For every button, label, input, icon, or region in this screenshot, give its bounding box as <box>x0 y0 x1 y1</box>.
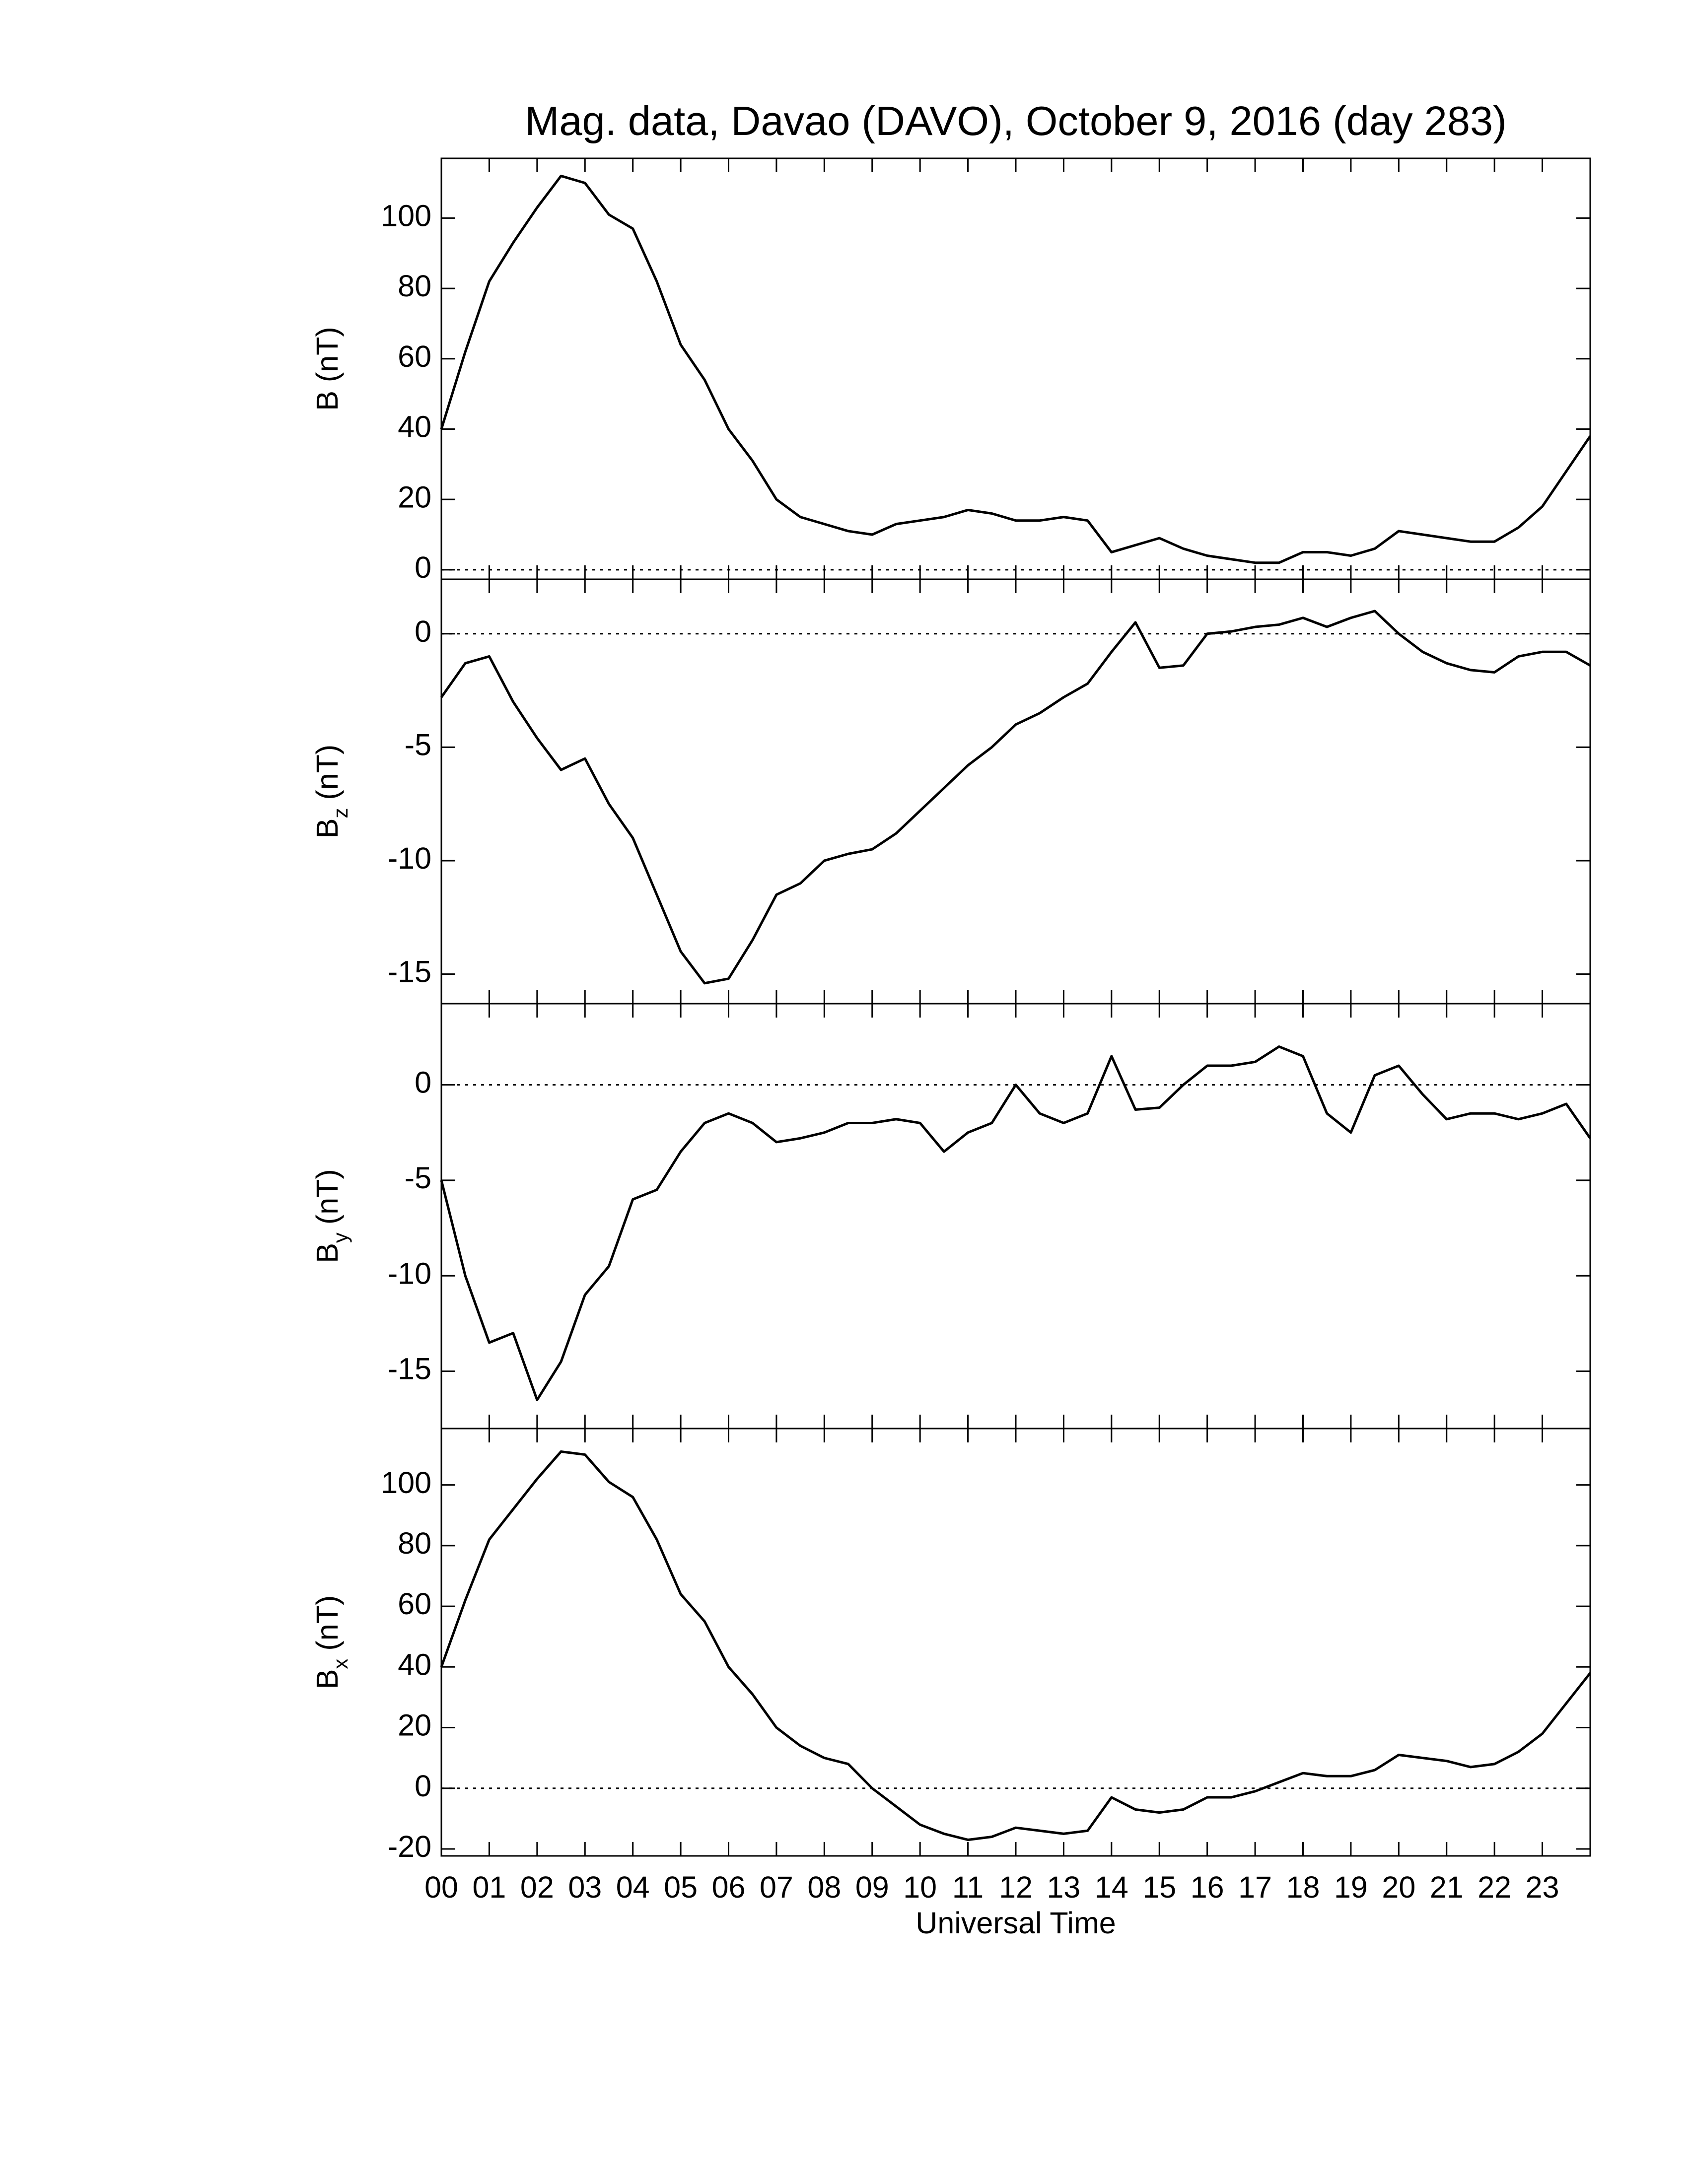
x-axis-label: Universal Time <box>915 1906 1116 1940</box>
x-tick-label: 08 <box>807 1870 841 1904</box>
x-tick-label: 01 <box>472 1870 506 1904</box>
y-label-unit: (nT) <box>310 745 344 800</box>
y-tick-label: 0 <box>415 1769 431 1803</box>
x-tick-label: 10 <box>903 1870 937 1904</box>
data-line <box>440 1450 1591 1842</box>
y-tick-label: 100 <box>381 199 431 233</box>
x-tick-label: 13 <box>1047 1870 1080 1904</box>
y-tick-label: -10 <box>388 841 431 875</box>
x-tick-label: 16 <box>1191 1870 1224 1904</box>
x-tick-label: 09 <box>855 1870 889 1904</box>
y-tick-label: -5 <box>405 728 431 761</box>
y-axis-label: Bz (nT) <box>310 745 352 839</box>
x-tick-label: 21 <box>1430 1870 1464 1904</box>
y-tick-label: -15 <box>388 1352 431 1386</box>
y-tick-label: 60 <box>398 1587 431 1621</box>
y-tick-label: -15 <box>388 955 431 989</box>
y-label-subscript: x <box>329 1659 352 1669</box>
x-tick-label: 06 <box>712 1870 746 1904</box>
y-tick-label: 60 <box>398 340 431 373</box>
y-label-symbol: B <box>310 1243 344 1263</box>
x-tick-label: 23 <box>1526 1870 1559 1904</box>
x-tick-label: 15 <box>1142 1870 1176 1904</box>
data-line <box>440 174 1592 564</box>
y-tick-label: 0 <box>415 1066 431 1099</box>
x-tick-label: 00 <box>424 1870 458 1904</box>
chart-title: Mag. data, Davao (DAVO), October 9, 2016… <box>525 98 1507 144</box>
y-tick-label: 20 <box>398 480 431 514</box>
x-tick-label: 05 <box>664 1870 698 1904</box>
y-label-unit: (nT) <box>310 1595 344 1651</box>
x-tick-label: 20 <box>1382 1870 1415 1904</box>
x-tick-label: 12 <box>999 1870 1033 1904</box>
y-tick-label: -20 <box>388 1830 431 1863</box>
x-tick-label: 18 <box>1286 1870 1320 1904</box>
y-tick-label: 0 <box>415 550 431 584</box>
y-axis-label: B (nT) <box>310 327 344 410</box>
y-label-symbol: B <box>310 819 344 839</box>
x-tick-label: 07 <box>760 1870 793 1904</box>
y-tick-label: 40 <box>398 1647 431 1681</box>
x-tick-label: 03 <box>568 1870 602 1904</box>
x-tick-label: 19 <box>1334 1870 1368 1904</box>
y-tick-label: 20 <box>398 1708 431 1742</box>
data-line <box>440 610 1591 985</box>
y-tick-label: 100 <box>381 1466 431 1500</box>
y-tick-label: 80 <box>398 1526 431 1560</box>
y-label-subscript: y <box>329 1232 352 1243</box>
x-tick-label: 14 <box>1095 1870 1128 1904</box>
y-tick-label: -10 <box>388 1256 431 1290</box>
x-tick-label: 04 <box>616 1870 650 1904</box>
y-tick-label: -5 <box>405 1161 431 1195</box>
x-tick-label: 11 <box>952 1870 984 1904</box>
y-tick-label: 0 <box>415 614 431 648</box>
x-tick-label: 02 <box>520 1870 554 1904</box>
y-label-unit: (nT) <box>310 1169 344 1225</box>
y-tick-label: 40 <box>398 410 431 444</box>
data-line <box>440 1045 1592 1401</box>
y-label-subscript: z <box>329 808 352 819</box>
y-tick-label: 80 <box>398 269 431 303</box>
x-tick-label: 17 <box>1238 1870 1272 1904</box>
y-axis-label: By (nT) <box>310 1169 352 1263</box>
y-axis-label: Bx (nT) <box>310 1595 352 1690</box>
x-tick-label: 22 <box>1477 1870 1511 1904</box>
y-label-symbol: B <box>310 1669 344 1690</box>
